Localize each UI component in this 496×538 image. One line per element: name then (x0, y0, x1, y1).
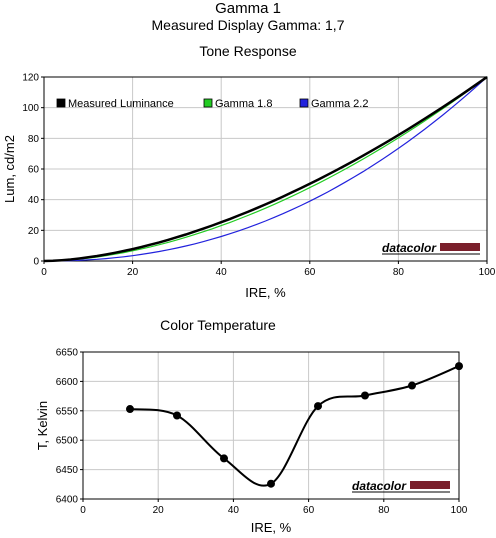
series-line-gamma-2-2 (44, 76, 488, 262)
temperature-point (314, 402, 322, 411)
temp-ytick-label: 6550 (56, 406, 79, 417)
temp-chart-title: Color Temperature (160, 317, 276, 333)
temperature-point (361, 391, 369, 400)
tone-xtick-label: 60 (304, 267, 316, 278)
tone-xtick-label: 80 (393, 267, 405, 278)
temp-xtick-label: 20 (153, 505, 165, 516)
tone-xtick-label: 40 (216, 267, 228, 278)
temperature-point (267, 479, 275, 488)
tone-chart: Tone Response 0 20 40 60 80 100 0 20 40 60 80 100 120… (2, 43, 496, 300)
temp-ytick-label: 6450 (56, 465, 79, 476)
legend-label-gamma-2-2: Gamma 2.2 (311, 98, 368, 110)
tone-ytick-label: 40 (28, 195, 40, 206)
legend-swatch-measured-luminance (56, 98, 66, 108)
series-line-measured-luminance (43, 75, 488, 263)
temp-brand-logo-text: datacolor (352, 479, 407, 493)
temp-ytick-label: 6650 (56, 348, 79, 359)
temp-yaxis-label: T, Kelvin (35, 401, 50, 450)
temperature-point (126, 405, 134, 414)
legend-swatch-gamma-2-2 (299, 98, 309, 108)
page-title: Gamma 1 (215, 0, 281, 17)
temp-ytick-label: 6400 (56, 495, 79, 506)
tone-chart-title: Tone Response (199, 43, 297, 59)
temp-xtick-label: 100 (451, 505, 468, 516)
temp-xtick-label: 60 (303, 505, 315, 516)
tone-ytick-label: 120 (22, 73, 39, 84)
temp-xaxis-label: IRE, % (251, 520, 292, 535)
tone-xaxis-label: IRE, % (245, 285, 286, 300)
tone-ytick-label: 100 (22, 103, 39, 114)
temperature-line (129, 365, 460, 487)
temp-plot-frame (82, 351, 460, 500)
legend-swatch-gamma-1-8 (203, 98, 213, 108)
temperature-point (455, 362, 463, 371)
tone-brand-logo-text: datacolor (382, 241, 437, 255)
tone-ytick-label: 0 (33, 257, 39, 268)
tone-ytick-label: 60 (28, 165, 40, 176)
temp-chart: Color Temperature 0 20 40 60 80 100 6400 6450 650… (35, 317, 468, 535)
tone-brand-logo-bar (440, 243, 480, 251)
temperature-point (408, 381, 416, 390)
temperature-point (220, 454, 228, 463)
tone-xtick-label: 20 (127, 267, 139, 278)
legend-label-measured-luminance: Measured Luminance (68, 98, 174, 110)
tone-ytick-label: 20 (28, 226, 40, 237)
temp-ytick-label: 6500 (56, 436, 79, 447)
page-subtitle: Measured Display Gamma: 1,7 (151, 17, 345, 33)
tone-yaxis-label: Lum, cd/m2 (2, 135, 17, 203)
temperature-point (173, 411, 181, 420)
temp-brand-logo-bar (410, 481, 450, 489)
temp-xtick-label: 80 (378, 505, 390, 516)
temp-xtick-label: 40 (228, 505, 240, 516)
temp-ytick-label: 6600 (56, 377, 79, 388)
tone-xtick-label: 0 (41, 267, 47, 278)
legend-label-gamma-1-8: Gamma 1.8 (215, 98, 272, 110)
series-line-gamma-1-8 (43, 76, 488, 262)
tone-ytick-label: 80 (28, 134, 40, 145)
tone-xtick-label: 100 (479, 267, 496, 278)
temp-xtick-label: 0 (80, 505, 86, 516)
